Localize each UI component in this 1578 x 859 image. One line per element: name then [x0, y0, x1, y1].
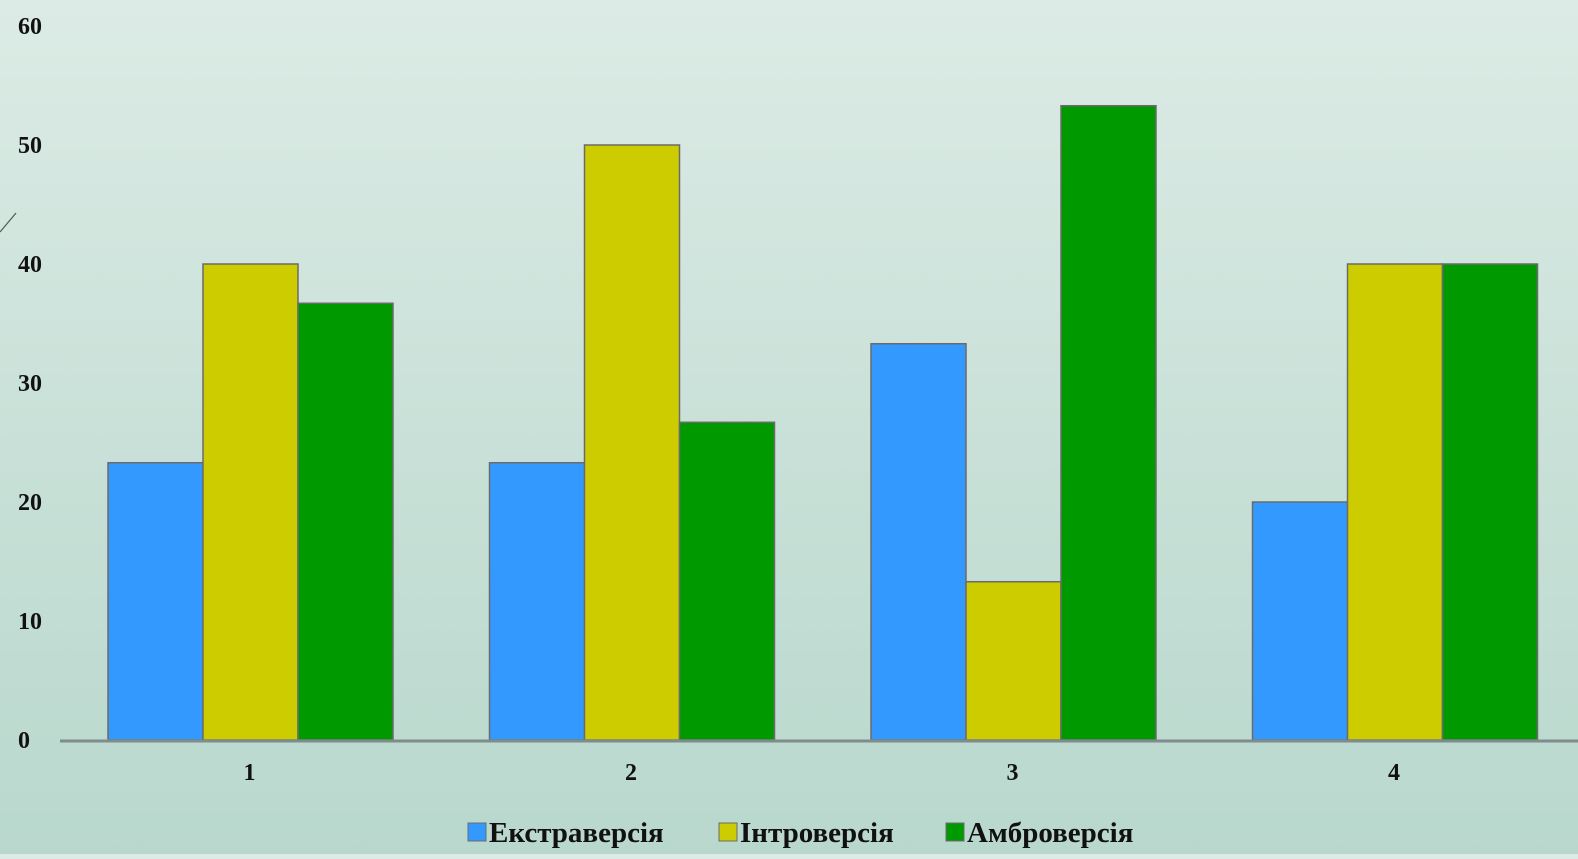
y-tick-label: 10: [18, 609, 42, 635]
y-tick-label: 50: [18, 133, 42, 159]
bar-2-cat-2: [583, 144, 681, 741]
bar-3-cat-2: [678, 421, 776, 741]
y-tick-label: 40: [18, 252, 42, 278]
bar-3-cat-4: [1441, 263, 1539, 741]
y-tick-label: 20: [18, 490, 42, 516]
y-axis-ticks: 0 10 20 30 40 50 60: [18, 14, 42, 754]
bars-group: [107, 104, 1539, 741]
bar-1-cat-2: [488, 461, 586, 741]
bar-1-cat-4: [1251, 501, 1349, 741]
x-tick-label: 2: [625, 760, 637, 786]
x-tick-label: 3: [1007, 760, 1019, 786]
legend-swatch: [718, 822, 738, 842]
legend-swatch: [467, 822, 487, 842]
bar-3-cat-3: [1060, 104, 1157, 741]
legend: Екстраверсія Інтроверсія Амброверсія: [467, 817, 1133, 849]
bar-3-cat-1: [297, 302, 394, 741]
y-tick-label: 60: [18, 14, 42, 40]
x-tick-label: 1: [244, 760, 256, 786]
decorative-corner-stroke: [0, 212, 17, 233]
legend-swatch: [945, 822, 965, 842]
x-tick-label: 4: [1388, 760, 1400, 786]
bar-2-cat-1: [202, 263, 299, 741]
bar-1-cat-1: [107, 461, 204, 741]
y-tick-label: 0: [18, 728, 30, 754]
bar-2-cat-3: [965, 580, 1062, 741]
bar-2-cat-4: [1346, 263, 1444, 741]
bar-1-cat-3: [870, 342, 967, 741]
legend-label: Інтроверсія: [740, 817, 894, 849]
legend-label: Екстраверсія: [489, 817, 664, 849]
legend-label: Амброверсія: [967, 817, 1133, 849]
x-axis-ticks: 1 2 3 4: [244, 760, 1401, 786]
y-tick-label: 30: [18, 371, 42, 397]
